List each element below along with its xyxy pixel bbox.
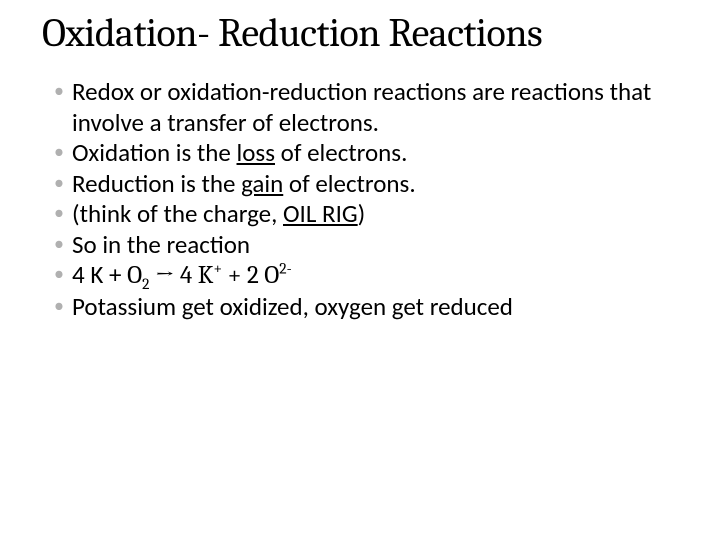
bullet-text-underlined: gain: [241, 168, 283, 199]
bullet-text: Potassium get oxidized, oxygen get reduc…: [72, 291, 513, 322]
eq-arrow: →: [149, 261, 180, 290]
eq-sup1: +: [214, 260, 223, 278]
eq-o-sym2: O: [264, 261, 279, 290]
eq-rhs1: 4 K: [180, 261, 214, 290]
slide-title: Oxidation- Reduction Reactions: [42, 12, 678, 55]
bullet-text: Redox or oxidation-reduction reactions a…: [72, 76, 651, 138]
eq-o-sym: O: [127, 261, 142, 290]
list-item: Oxidation is the loss of electrons.: [54, 138, 678, 169]
eq-sup2: 2-: [279, 260, 291, 278]
equation: 4 K + O2 → 4 K+ + 2 O2-: [72, 259, 292, 290]
bullet-text-post: of electrons.: [275, 137, 407, 168]
bullet-text-underlined: loss: [237, 137, 275, 168]
bullet-text-pre: Reduction is the: [72, 168, 241, 199]
bullet-text-post: of electrons.: [283, 168, 415, 199]
list-item: Reduction is the gain of electrons.: [54, 169, 678, 200]
list-item: 4 K + O2 → 4 K+ + 2 O2-: [54, 260, 678, 292]
bullet-text-underlined: OIL RIG: [283, 198, 358, 229]
bullet-text: So in the reaction: [72, 229, 250, 260]
list-item: So in the reaction: [54, 230, 678, 261]
slide: Oxidation- Reduction Reactions Redox or …: [0, 0, 720, 540]
list-item: Redox or oxidation-reduction reactions a…: [54, 77, 678, 138]
bullet-text-pre: Oxidation is the: [72, 137, 237, 168]
bullet-text-post: ): [358, 198, 366, 229]
list-item: (think of the charge, OIL RIG): [54, 199, 678, 230]
bullet-text-pre: (think of the charge,: [72, 198, 283, 229]
eq-plus2: + 2: [222, 261, 264, 290]
list-item: Potassium get oxidized, oxygen get reduc…: [54, 292, 678, 323]
eq-lhs: 4 K +: [72, 259, 127, 290]
bullet-list: Redox or oxidation-reduction reactions a…: [42, 77, 678, 322]
